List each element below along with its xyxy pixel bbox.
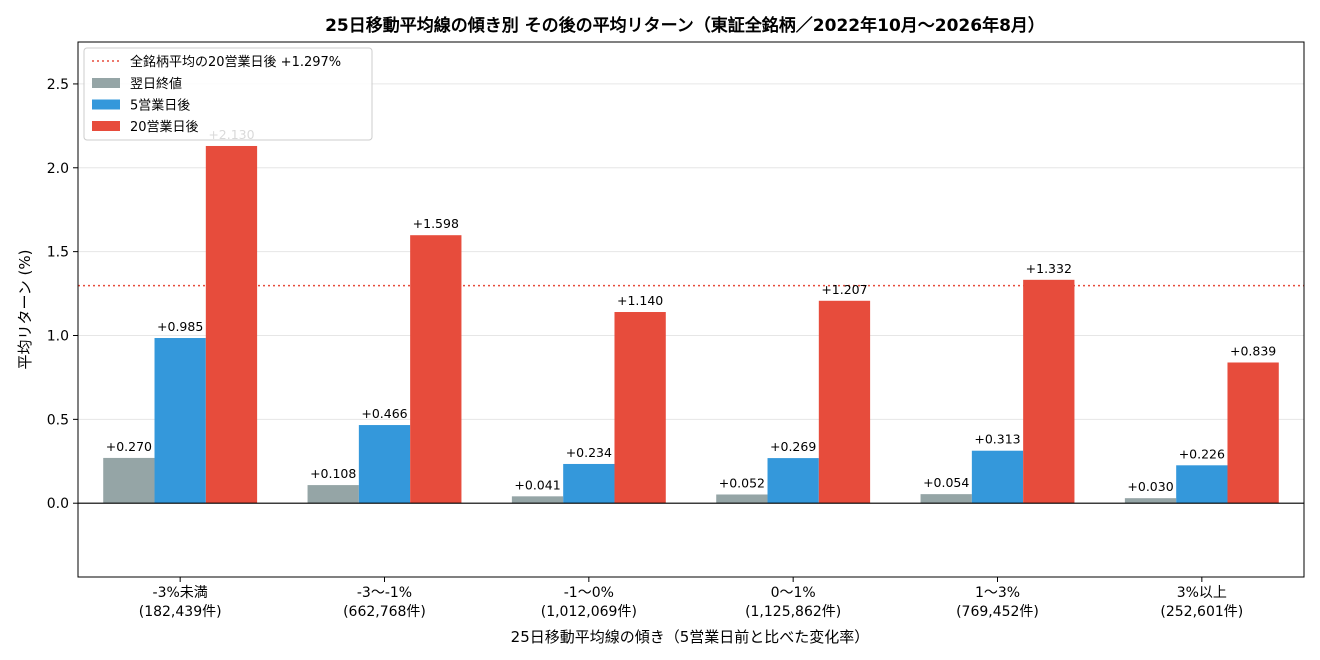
plot-frame — [77, 41, 1305, 578]
bar — [1023, 279, 1075, 504]
bar — [205, 145, 258, 504]
legend-label: 翌日終値 — [130, 76, 182, 92]
bar-value-label: +0.313 — [974, 432, 1020, 447]
y-tick-label: 1.0 — [47, 328, 69, 344]
gridlines — [78, 83, 1304, 504]
y-tick-label: 1.5 — [47, 245, 69, 261]
x-tick-count: (1,125,862件) — [745, 604, 841, 620]
legend-swatch — [92, 121, 120, 131]
bar — [154, 338, 206, 504]
bar-value-label: +0.985 — [157, 319, 203, 334]
bar-value-label: +0.839 — [1230, 343, 1276, 358]
legend-swatch — [92, 99, 120, 110]
bar-value-label: +0.108 — [310, 466, 356, 481]
x-tick-count: (252,601件) — [1160, 604, 1243, 620]
bar — [767, 458, 819, 504]
x-tick-label: -1～0% — [564, 585, 614, 601]
legend-label: 5営業日後 — [130, 98, 190, 114]
bar-value-label: +1.140 — [617, 293, 663, 308]
y-tick-label: 0.5 — [47, 412, 69, 428]
y-tick-label: 0.0 — [47, 496, 69, 512]
bar — [307, 485, 359, 504]
bar-value-label: +1.332 — [1026, 261, 1072, 276]
legend-swatch — [92, 78, 120, 88]
legend: 全銘柄平均の20営業日後 +1.297% 翌日終値 5営業日後 20営業日後 — [83, 47, 373, 141]
bar-value-label: +0.226 — [1179, 446, 1225, 461]
y-axis: 0.0 0.5 1.0 1.5 2.0 2.5 — [47, 77, 78, 512]
bar-value-label: +0.466 — [361, 406, 407, 421]
bar-value-label: +0.054 — [923, 475, 969, 490]
y-tick-label: 2.0 — [47, 161, 69, 177]
bar-value-label: +0.052 — [719, 475, 765, 490]
legend-box — [83, 47, 373, 141]
bar — [358, 425, 411, 504]
bar — [614, 312, 666, 504]
x-tick-count: (769,452件) — [956, 604, 1039, 620]
bar — [410, 235, 462, 504]
x-tick-label: 3%以上 — [1177, 585, 1227, 601]
x-tick-label: -3～-1% — [357, 585, 412, 601]
y-tick-label: 2.5 — [47, 77, 69, 93]
bar — [920, 494, 972, 504]
bars: +0.270+0.985+2.130+0.108+0.466+1.598+0.0… — [103, 127, 1279, 504]
x-tick-label: -3%未満 — [153, 585, 208, 601]
bar — [103, 457, 155, 504]
legend-label: 20営業日後 — [130, 119, 199, 135]
y-axis-label: 平均リターン (%) — [16, 250, 34, 370]
bar-value-label: +0.269 — [770, 439, 816, 454]
bar-value-label: +0.234 — [566, 445, 612, 460]
bar — [563, 463, 615, 504]
x-tick-label: 0～1% — [771, 585, 816, 601]
bar — [818, 300, 871, 504]
bar — [716, 494, 768, 504]
bar — [511, 496, 564, 504]
x-tick-count: (182,439件) — [139, 604, 222, 620]
x-tick-count: (662,768件) — [343, 604, 426, 620]
x-tick-label: 1～3% — [975, 585, 1020, 601]
bar-value-label: +1.207 — [821, 282, 867, 297]
chart-title: 25日移動平均線の傾き別 その後の平均リターン（東証全銘柄／2022年10月～2… — [325, 15, 1045, 36]
x-tick-count: (1,012,069件) — [541, 604, 637, 620]
bar-value-label: +0.041 — [514, 477, 560, 492]
bar — [1124, 498, 1177, 504]
x-axis: -3%未満 (182,439件) -3～-1% (662,768件) -1～0% (1,0… — [139, 577, 1243, 620]
bar-value-label: +0.030 — [1127, 479, 1173, 494]
x-axis-label: 25日移動平均線の傾き（5営業日前と比べた変化率） — [511, 628, 870, 646]
bar — [1176, 465, 1228, 504]
bar — [1227, 362, 1279, 504]
bar-value-label: +1.598 — [413, 216, 459, 231]
bar-value-label: +0.270 — [106, 439, 152, 454]
bar — [971, 450, 1024, 504]
legend-reference-label: 全銘柄平均の20営業日後 +1.297% — [130, 54, 341, 70]
